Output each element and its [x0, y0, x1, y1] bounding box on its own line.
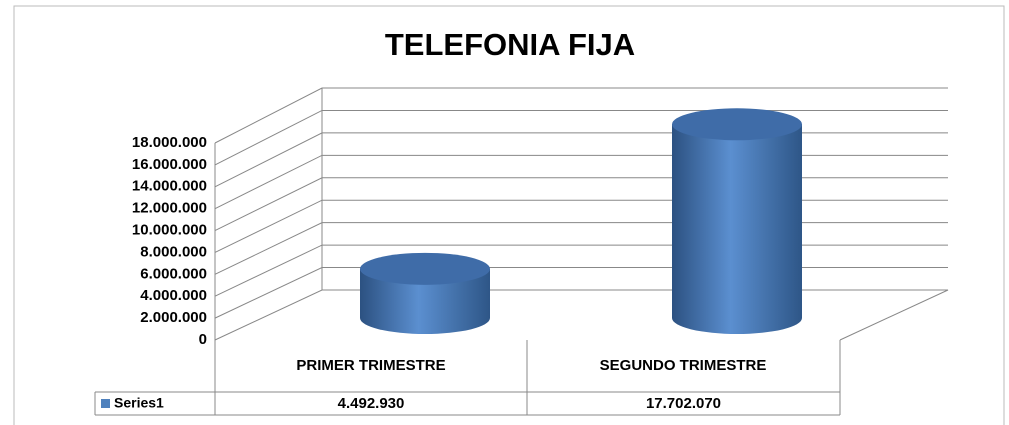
data-table [94, 340, 841, 416]
y-tick-label: 16.000.000 [132, 156, 207, 173]
cylinder-body [360, 268, 490, 334]
y-tick-label: 2.000.000 [140, 309, 207, 326]
legend-swatch [101, 399, 110, 408]
legend-label: Series1 [114, 395, 164, 411]
grid-line [214, 222, 948, 275]
x-tick-label: PRIMER TRIMESTRE [296, 357, 446, 374]
cylinder-top [360, 252, 490, 285]
table-value: 4.492.930 [338, 395, 405, 412]
cylinder [672, 108, 802, 334]
chart-frame [13, 5, 1005, 425]
y-tick-label: 6.000.000 [140, 265, 207, 282]
y-tick-label: 8.000.000 [140, 243, 207, 260]
x-tick-label: SEGUNDO TRIMESTRE [599, 357, 767, 374]
y-tick-label: 18.000.000 [132, 134, 207, 151]
grid-line [214, 244, 948, 297]
y-tick-label: 0 [199, 331, 207, 348]
floor [214, 289, 949, 341]
y-tick-label: 4.000.000 [140, 287, 207, 304]
y-tick-label: 12.000.000 [132, 200, 207, 217]
grid-line [214, 87, 948, 144]
cylinder [360, 252, 490, 334]
category-cell: SEGUNDO TRIMESTRE [527, 340, 839, 392]
chart-title: TELEFONIA FIJA [385, 27, 635, 62]
category-cell: PRIMER TRIMESTRE [215, 340, 527, 392]
cylinder-body [672, 124, 802, 334]
grid-line [214, 267, 948, 319]
cylinder-top [672, 108, 802, 141]
y-tick-label: 10.000.000 [132, 222, 207, 239]
y-tick-label: 14.000.000 [132, 178, 207, 195]
table-value: 17.702.070 [646, 395, 721, 412]
grid-line [214, 132, 948, 188]
grid-line [214, 109, 948, 166]
